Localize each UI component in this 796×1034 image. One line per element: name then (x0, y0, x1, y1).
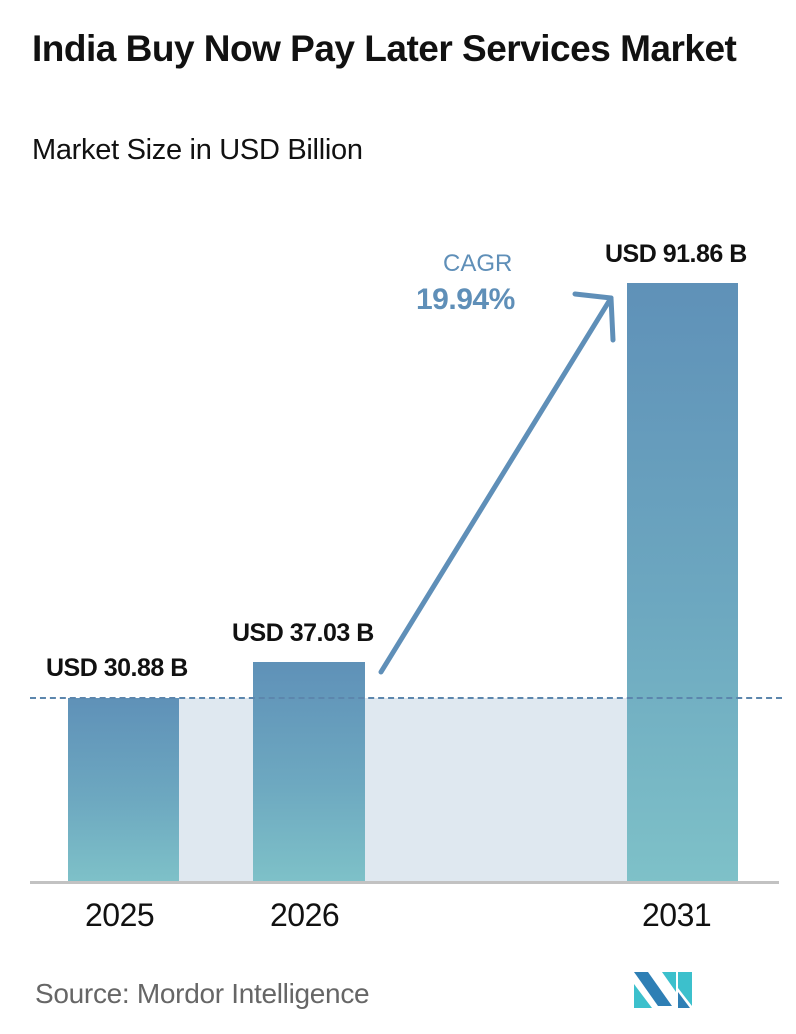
chart-subtitle: Market Size in USD Billion (32, 134, 363, 166)
value-label-2026: USD 37.03 B (232, 619, 374, 647)
chart-title: India Buy Now Pay Later Services Market (32, 28, 737, 69)
cagr-value: 19.94% (416, 283, 515, 316)
source-text: Source: Mordor Intelligence (35, 978, 370, 1009)
mordor-intelligence-logo-icon (634, 972, 692, 1008)
bar-2031 (627, 283, 738, 882)
x-label-2026: 2026 (270, 897, 340, 933)
x-label-2025: 2025 (85, 897, 155, 933)
baseline-band (365, 698, 627, 882)
x-axis-baseline (30, 881, 779, 884)
baseline-band (179, 698, 253, 882)
x-label-2031: 2031 (642, 897, 712, 933)
value-label-2025: USD 30.88 B (46, 654, 188, 682)
bar-2025 (68, 698, 179, 882)
reference-dashed-line (30, 697, 782, 699)
value-label-2031: USD 91.86 B (605, 240, 747, 268)
cagr-label: CAGR (443, 250, 513, 277)
